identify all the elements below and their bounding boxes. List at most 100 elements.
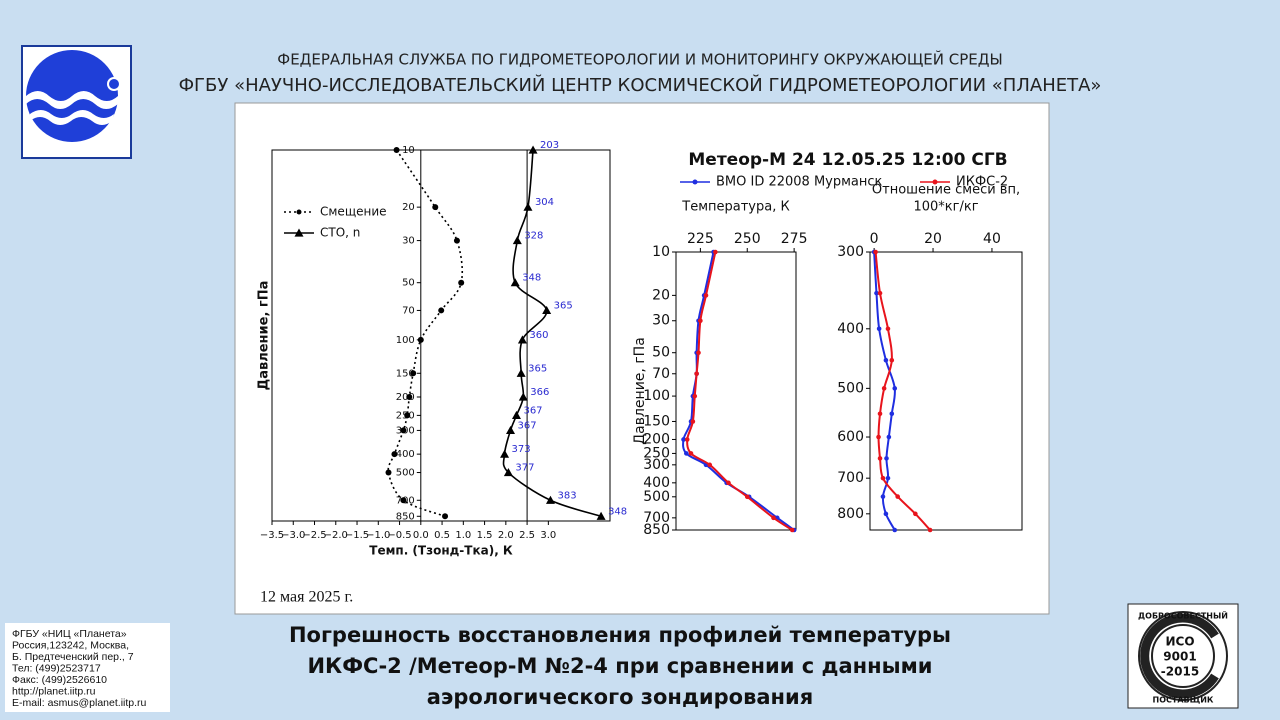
data-point	[681, 437, 686, 442]
data-point	[391, 451, 398, 458]
data-point	[877, 411, 883, 417]
x-tick-label: 2.5	[519, 530, 535, 541]
data-point	[703, 293, 709, 298]
legend-label: ИКФС-2	[956, 175, 1008, 190]
data-point	[883, 357, 889, 363]
data-point	[892, 527, 898, 533]
data-point	[506, 425, 516, 435]
data-point	[876, 434, 881, 440]
y-tick-label: 500	[837, 380, 864, 396]
y-tick-label: 20	[652, 287, 670, 303]
data-point	[512, 236, 522, 245]
contact-line: http://planet.iitp.ru	[12, 685, 96, 697]
data-point	[889, 411, 895, 417]
data-point	[406, 393, 413, 400]
data-point	[692, 393, 698, 399]
data-point	[400, 427, 407, 434]
data-point	[895, 494, 900, 499]
data-point	[889, 357, 895, 363]
data-point	[876, 326, 882, 332]
x-tick-label: −2.5	[302, 530, 326, 541]
point-label: 365	[528, 363, 547, 374]
y-tick-label: 30	[652, 313, 670, 329]
data-point	[545, 495, 555, 504]
data-point	[886, 434, 892, 440]
data-point	[880, 494, 886, 499]
badge-line: -2015	[1161, 665, 1199, 679]
chart-title: Метеор-М 24 12.05.25 12:00 СГВ	[688, 150, 1007, 170]
contact-line: Тел: (499)2523717	[12, 662, 101, 674]
legend-marker	[692, 179, 698, 185]
data-point	[696, 350, 701, 356]
x-tick-label: 1.0	[455, 530, 471, 541]
x-tick-label: 20	[924, 231, 942, 247]
logo	[21, 45, 132, 159]
y-tick-label: 50	[402, 278, 415, 289]
point-label: 367	[518, 420, 537, 431]
data-point	[684, 451, 689, 456]
y-tick-label: 200	[396, 392, 415, 403]
plot-frame	[869, 251, 1023, 531]
x-tick-label: 0.0	[413, 530, 429, 541]
data-point	[518, 392, 528, 401]
x-tick-label: 3.0	[540, 530, 556, 541]
data-point	[500, 449, 510, 458]
contact-line: Россия,123242, Москва,	[12, 639, 129, 651]
data-point	[542, 305, 552, 315]
x-tick-label: 250	[734, 231, 761, 247]
badge-line: ИСО	[1165, 635, 1194, 649]
x-tick-label: −3.5	[260, 530, 284, 541]
y-tick-label: 850	[396, 511, 415, 522]
y-tick-label: 250	[643, 445, 670, 461]
x-tick-label: 40	[983, 231, 1001, 247]
y-tick-label: 70	[402, 305, 415, 316]
data-point	[698, 318, 703, 324]
x-tick-label: −3.0	[281, 530, 305, 541]
point-label: 366	[530, 387, 549, 398]
point-label: 348	[608, 506, 627, 517]
data-point	[503, 468, 513, 477]
figure-caption: 12 мая 2025 г.	[260, 589, 353, 606]
legend-label: Смещение	[320, 205, 387, 219]
data-point	[744, 494, 750, 500]
header-line: ФГБУ «НАУЧНО-ИССЛЕДОВАТЕЛЬСКИЙ ЦЕНТР КОС…	[179, 74, 1102, 96]
data-point	[523, 202, 533, 211]
x-tick-label: −1.5	[345, 530, 369, 541]
data-point	[885, 475, 891, 481]
y-tick-label: 10	[402, 145, 415, 156]
y-tick-label: 150	[396, 368, 415, 379]
charts: −3.5−3.0−2.5−2.0−1.5−1.0−0.5 0.0 0.5 1.0 1.5…	[257, 140, 1023, 558]
y-tick-label: 300	[837, 244, 864, 260]
legend-marker	[294, 228, 304, 237]
point-label: 377	[515, 463, 534, 474]
data-point	[883, 511, 889, 517]
contact-line: Б. Предтеченский пер., 7	[12, 651, 134, 663]
y-tick-label: 850	[643, 522, 670, 538]
footer-title: Погрешность восстановления профилей темп…	[289, 623, 951, 647]
data-point	[596, 511, 606, 520]
y-tick-label: 600	[837, 429, 864, 445]
y-tick-label: 800	[837, 506, 864, 522]
legend-label: ВМО ID 22008 Мурманск	[716, 175, 883, 190]
data-point	[528, 145, 538, 154]
point-label: 328	[524, 231, 543, 242]
point-label: 360	[529, 330, 548, 341]
data-point	[884, 456, 889, 461]
point-label: 304	[535, 197, 554, 208]
panel-title: 100*кг/кг	[913, 200, 978, 215]
y-tick-label: 50	[652, 345, 670, 361]
legend-label: СТО, n	[320, 226, 360, 240]
y-tick-label: 400	[643, 475, 670, 491]
x-tick-label: 225	[687, 231, 714, 247]
panel-title: Температура, К	[681, 200, 789, 215]
data-point	[713, 249, 718, 255]
data-point	[385, 469, 392, 476]
data-point	[694, 371, 699, 377]
data-point	[877, 456, 883, 461]
x-tick-label: 275	[781, 231, 808, 247]
data-point	[881, 386, 887, 391]
data-point	[400, 497, 407, 504]
y-tick-label: 700	[643, 510, 670, 526]
badge-bottom: ПОСТАВЩИК	[1153, 696, 1214, 705]
